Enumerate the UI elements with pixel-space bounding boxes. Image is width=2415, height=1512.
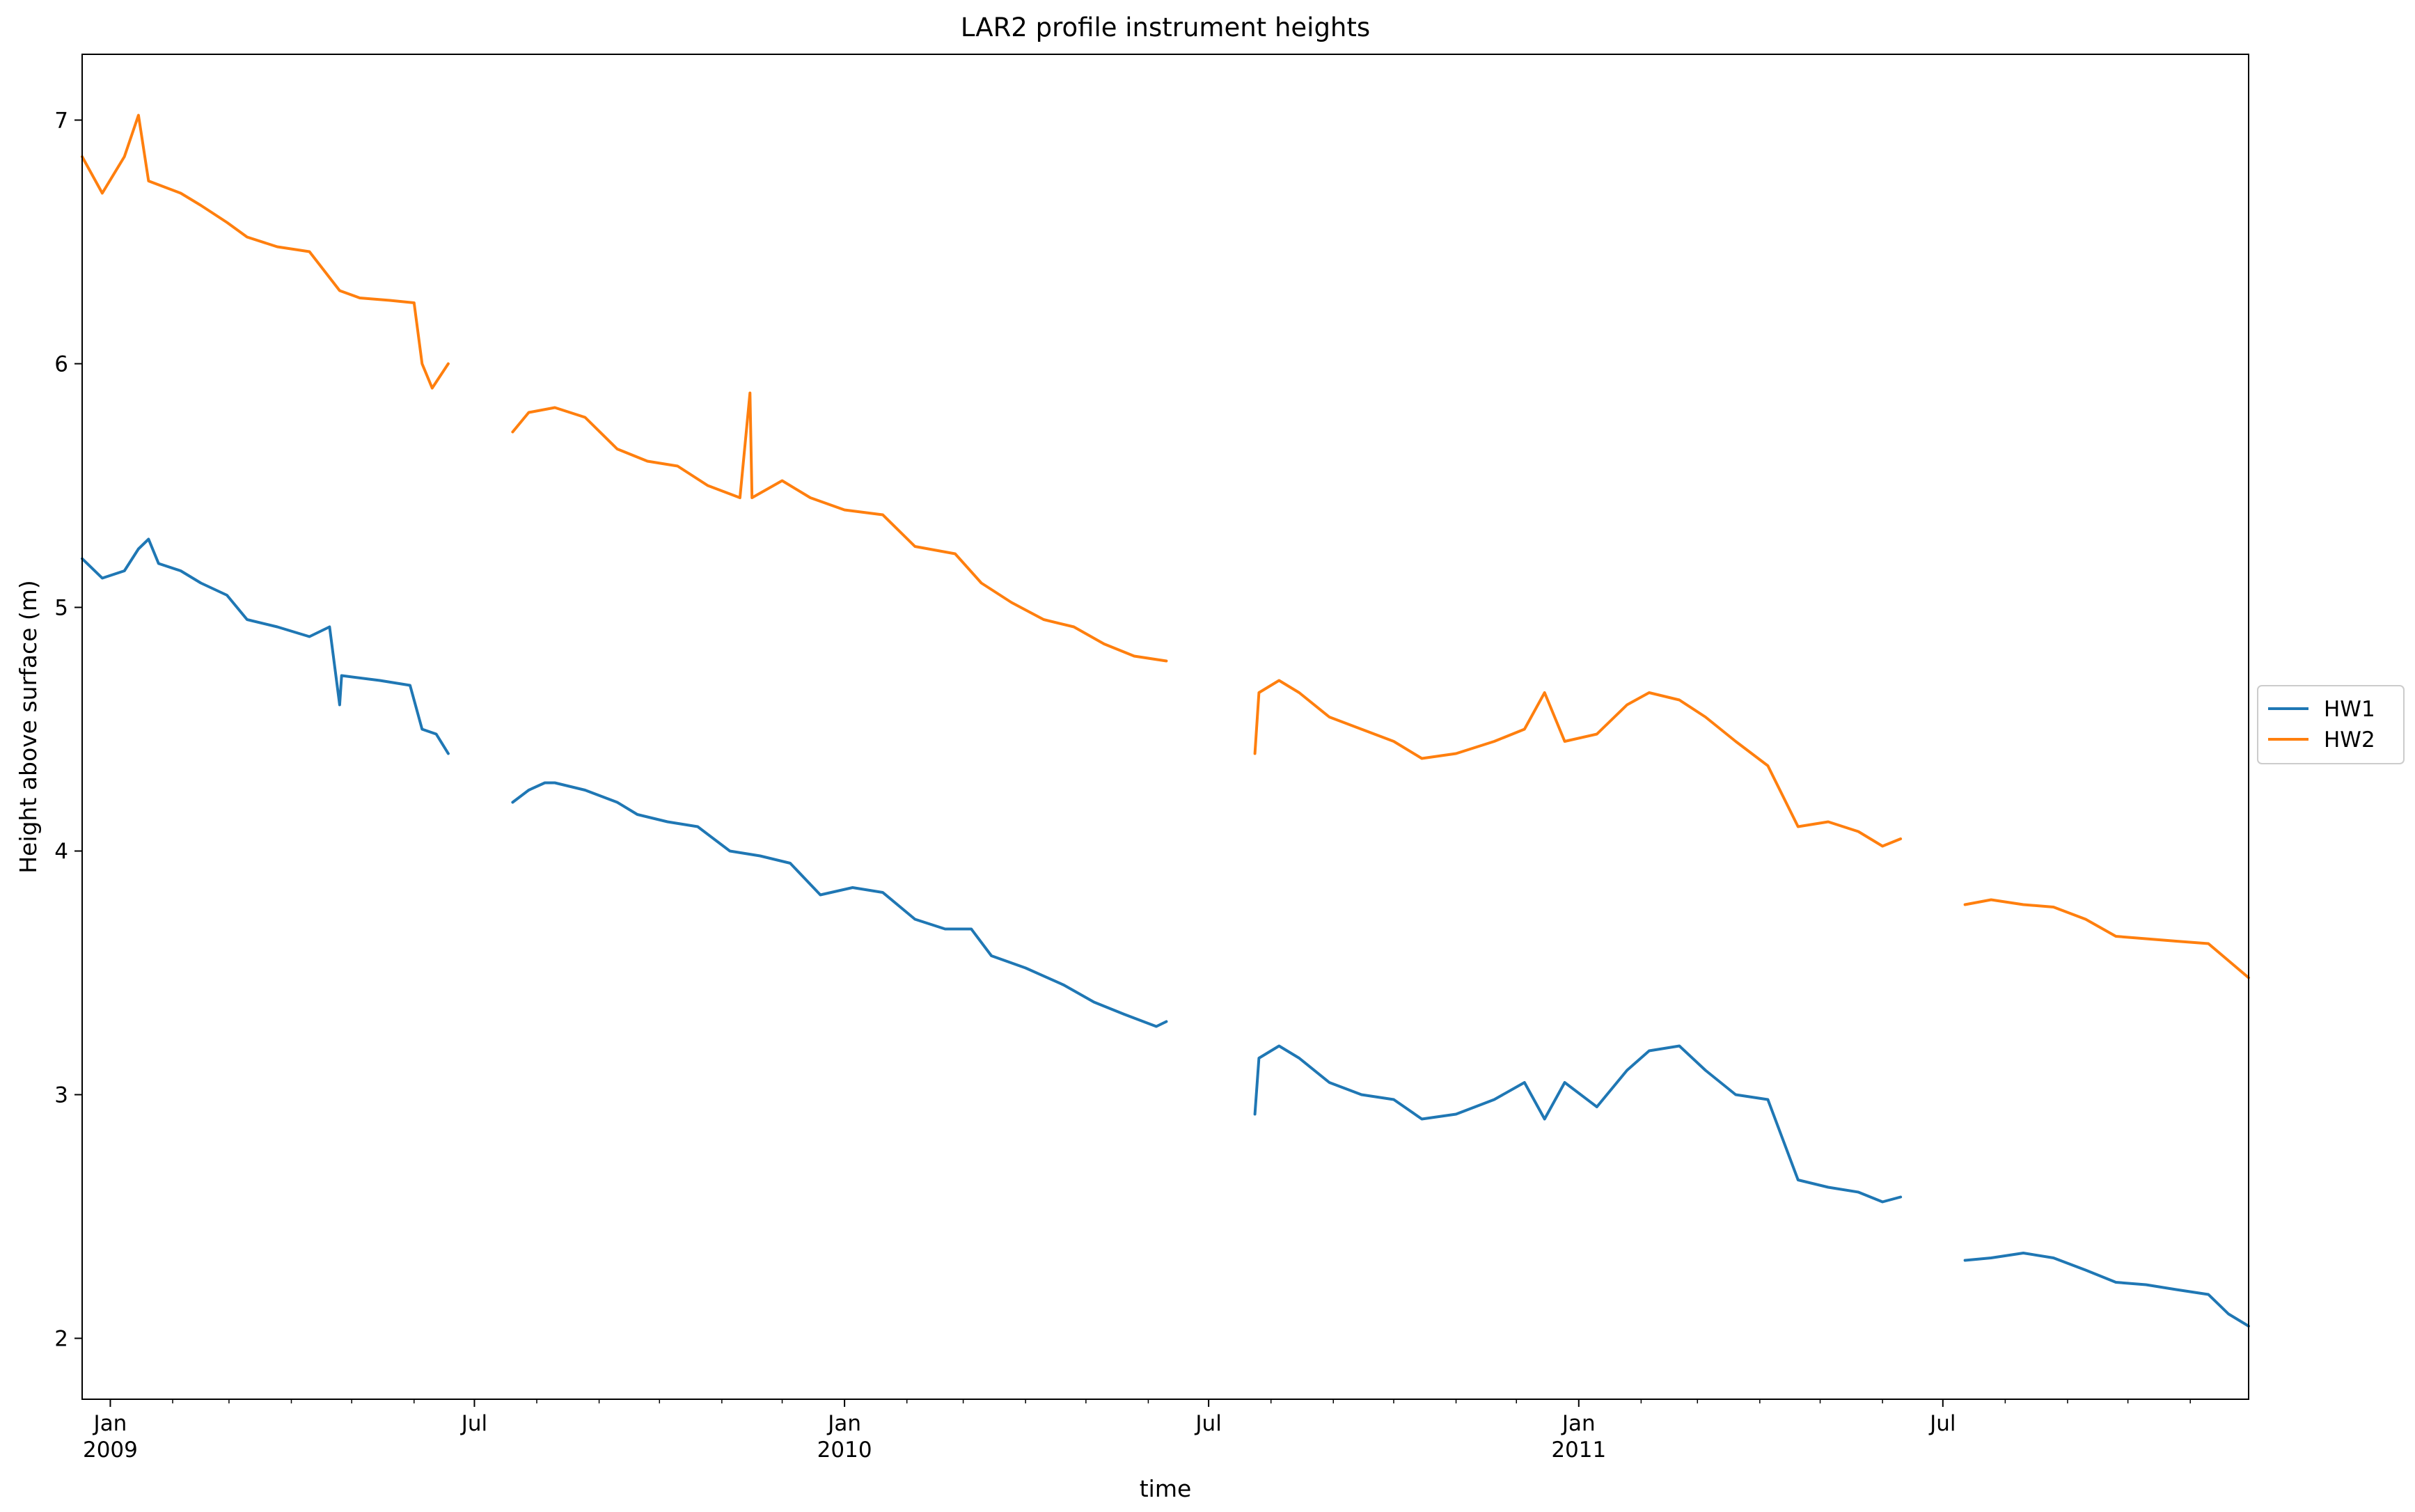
x-tick-label: Jan [1561, 1411, 1596, 1436]
y-tick-label: 5 [54, 596, 68, 621]
plot-frame [81, 54, 2249, 1400]
series-line-hw2-segment-4 [1963, 898, 2250, 979]
x-tick-label: Jul [1194, 1411, 1221, 1436]
series-line-hw1-segment-1 [81, 537, 450, 755]
legend-label-hw1: HW1 [2324, 697, 2375, 722]
series-line-hw1-segment-4 [1963, 1252, 2250, 1328]
x-tick-label: Jul [460, 1411, 487, 1436]
x-tick-label: Jan [826, 1411, 861, 1436]
plot-series [81, 113, 2250, 1328]
series-line-hw2-segment-1 [81, 113, 450, 390]
x-axis-label: time [1140, 1475, 1192, 1502]
y-tick-label: 2 [54, 1327, 68, 1352]
x-tick-sublabel: 2009 [83, 1438, 138, 1463]
y-axis-label: Height above surface (m) [15, 580, 42, 874]
y-tick-label: 4 [54, 840, 68, 865]
series-line-hw2-segment-2 [511, 391, 1168, 663]
y-tick-label: 6 [54, 352, 68, 377]
series-line-hw1-segment-2 [511, 781, 1168, 1028]
series-line-hw1-segment-3 [1253, 1044, 1903, 1204]
y-axis-ticks: 2 3 4 5 6 7 [54, 109, 82, 1352]
legend-label-hw2: HW2 [2324, 727, 2375, 753]
x-tick-sublabel: 2011 [1551, 1438, 1606, 1463]
chart-title: LAR2 profile instrument heights [961, 13, 1370, 42]
x-tick-sublabel: 2010 [817, 1438, 872, 1463]
series-line-hw2-segment-3 [1253, 679, 1903, 848]
y-tick-label: 3 [54, 1083, 68, 1108]
y-tick-label: 7 [54, 109, 68, 134]
x-tick-label: Jul [1928, 1411, 1956, 1436]
legend-frame [2257, 685, 2405, 764]
x-tick-label: Jan [93, 1411, 127, 1436]
